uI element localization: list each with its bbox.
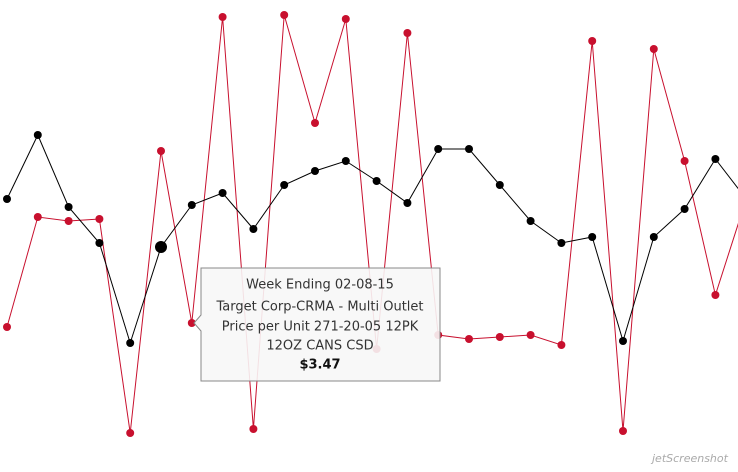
data-point bbox=[64, 217, 73, 225]
data-point bbox=[64, 203, 73, 211]
data-point bbox=[311, 167, 319, 175]
data-point bbox=[619, 337, 627, 345]
data-point bbox=[557, 341, 566, 349]
data-point bbox=[3, 195, 11, 203]
data-point bbox=[126, 339, 135, 347]
data-point bbox=[588, 37, 597, 45]
data-point bbox=[526, 217, 535, 225]
data-point bbox=[649, 45, 658, 53]
plot-area bbox=[3, 11, 738, 437]
data-point bbox=[3, 323, 11, 331]
data-point bbox=[680, 157, 689, 165]
data-point bbox=[187, 201, 196, 209]
data-point bbox=[372, 177, 381, 185]
tooltip-value: $3.47 bbox=[299, 358, 340, 373]
tooltip-line: Target Corp-CRMA - Multi Outlet bbox=[215, 300, 423, 315]
data-point bbox=[403, 199, 412, 207]
data-point bbox=[619, 427, 627, 435]
data-point bbox=[311, 119, 319, 127]
data-point bbox=[280, 11, 289, 19]
data-point bbox=[126, 429, 135, 437]
data-point bbox=[280, 181, 289, 189]
data-point bbox=[157, 147, 165, 155]
tooltip-title: Week Ending 02-08-15 bbox=[246, 278, 394, 293]
data-point bbox=[495, 181, 504, 189]
data-point bbox=[341, 157, 350, 165]
tooltip-line: 12OZ CANS CSD bbox=[266, 339, 373, 354]
data-point bbox=[341, 15, 350, 23]
data-point bbox=[95, 215, 104, 223]
data-point bbox=[588, 233, 597, 241]
tooltip: Week Ending 02-08-15 Target Corp-CRMA - … bbox=[193, 267, 441, 382]
data-point bbox=[434, 145, 443, 153]
data-point bbox=[33, 131, 42, 139]
data-point bbox=[465, 335, 473, 343]
data-point bbox=[403, 29, 412, 37]
watermark: jetScreenshot bbox=[650, 452, 729, 465]
data-point bbox=[711, 155, 720, 163]
data-point bbox=[711, 291, 720, 299]
data-point bbox=[465, 145, 473, 153]
data-point bbox=[33, 213, 42, 221]
tooltip-line: Price per Unit 271-20-05 12PK bbox=[222, 320, 419, 335]
data-point bbox=[218, 189, 227, 197]
data-point bbox=[526, 331, 535, 339]
data-point bbox=[249, 425, 258, 433]
tooltip-box bbox=[193, 267, 441, 382]
data-point bbox=[218, 13, 227, 21]
data-point bbox=[95, 239, 104, 247]
data-point bbox=[557, 239, 566, 247]
data-point bbox=[187, 319, 196, 327]
data-point bbox=[649, 233, 658, 241]
data-point bbox=[495, 333, 504, 341]
data-point bbox=[680, 205, 689, 213]
data-point bbox=[155, 241, 167, 253]
data-point bbox=[249, 225, 258, 233]
